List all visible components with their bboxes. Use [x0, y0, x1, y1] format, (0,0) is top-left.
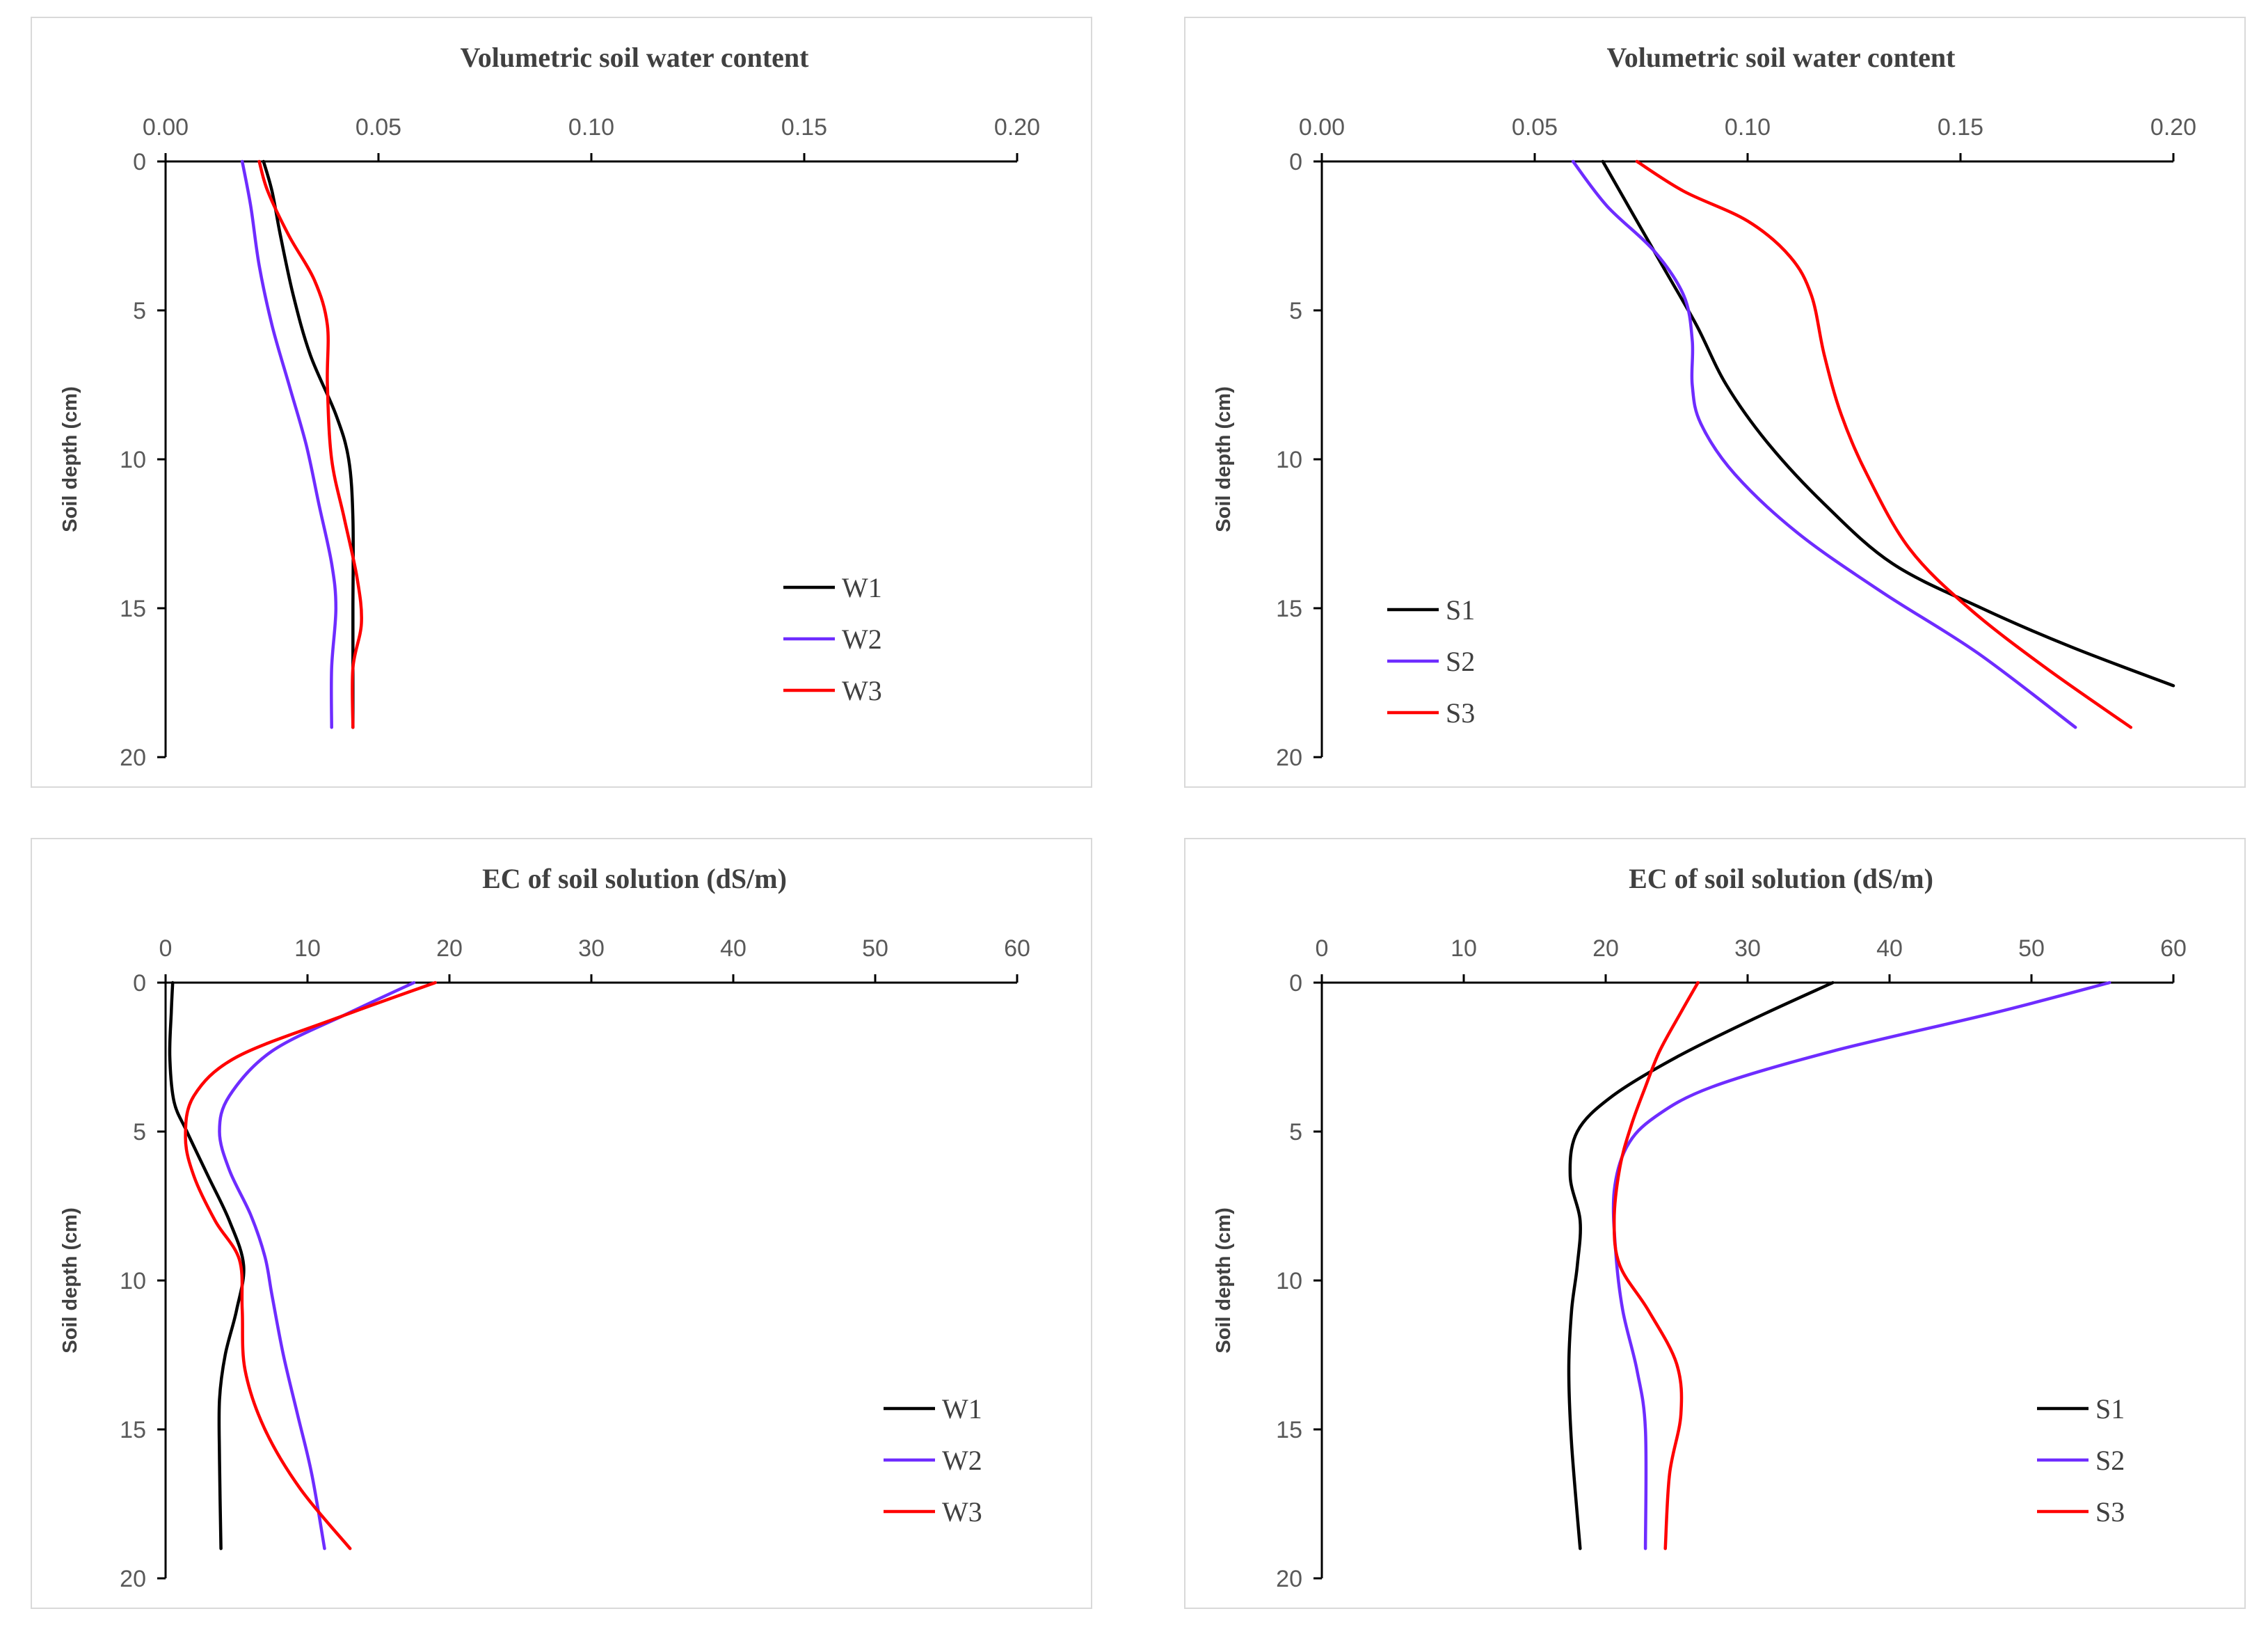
- plot-area: 0 10 20 30 40 50 60 0 5 10 15 20 Soil depth (cm) S1 S2…: [1213, 935, 2187, 1592]
- y-tick-label: 20: [120, 1566, 146, 1592]
- y-tick-label: 15: [1276, 1417, 1302, 1443]
- y-tick-label: 10: [120, 1268, 146, 1294]
- x-tick-label: 60: [1004, 935, 1030, 962]
- chart-panel-water-content-s: Volumetric soil water content 0.00 0.05 0.…: [1184, 17, 2246, 788]
- y-axis-label: Soil depth (cm): [59, 386, 81, 532]
- y-axis-label: Soil depth (cm): [1213, 1207, 1235, 1353]
- y-tick-label: 0: [1289, 149, 1302, 175]
- legend-label-w2: W2: [942, 1445, 982, 1476]
- plot-area: 0.00 0.05 0.10 0.15 0.20 0 5 10 15 20 Soil depth (…: [59, 114, 1040, 771]
- series-line-s1: [1567, 981, 1835, 1550]
- x-tick-label: 20: [436, 935, 463, 962]
- legend-label-s1: S1: [2095, 1393, 2125, 1425]
- x-tick-label: 0.05: [356, 114, 401, 141]
- chart-svg: EC of soil solution (dS/m) 0 10 20 30 40 50 60…: [59, 863, 1030, 1592]
- chart-panel-ec-s: EC of soil solution (dS/m) 0 10 20 30 40 50 60…: [1184, 838, 2246, 1609]
- y-tick-label: 5: [133, 1119, 146, 1145]
- series-line-w1: [262, 159, 355, 729]
- series-line-w3: [257, 159, 363, 729]
- x-tick-label: 60: [2160, 935, 2187, 962]
- legend-label-s1: S1: [1446, 594, 1475, 626]
- chart-title: Volumetric soil water content: [1606, 42, 1956, 73]
- y-tick-label: 0: [1289, 970, 1302, 997]
- x-tick-label: 0.20: [2150, 114, 2196, 141]
- chart-panel-water-content-w: Volumetric soil water content 0.00 0.05 0.…: [31, 17, 1092, 788]
- chart-title: EC of soil solution (dS/m): [482, 863, 787, 894]
- x-tick-label: 0: [159, 935, 173, 962]
- series-line-w3: [184, 981, 437, 1550]
- y-tick-label: 0: [133, 149, 146, 175]
- y-tick-label: 20: [1276, 745, 1302, 771]
- x-tick-label: 10: [1451, 935, 1477, 962]
- plot-area: 0 10 20 30 40 50 60 0 5 10 15 20 Soil depth (cm) W1 W2…: [59, 935, 1030, 1592]
- x-tick-label: 0: [1316, 935, 1329, 962]
- y-tick-label: 20: [120, 745, 146, 771]
- y-tick-label: 15: [120, 596, 146, 622]
- y-tick-label: 15: [120, 1417, 146, 1443]
- x-tick-label: 0.10: [1725, 114, 1771, 141]
- series-line-s3: [1612, 981, 1700, 1550]
- x-tick-label: 40: [1876, 935, 1903, 962]
- chart-svg: EC of soil solution (dS/m) 0 10 20 30 40 50 60…: [1213, 863, 2187, 1592]
- legend-label-w3: W3: [842, 675, 882, 706]
- y-tick-label: 5: [133, 298, 146, 324]
- x-tick-label: 10: [294, 935, 321, 962]
- series-line-s2: [1611, 981, 2111, 1550]
- x-tick-label: 0.00: [1299, 114, 1345, 141]
- x-tick-label: 20: [1592, 935, 1619, 962]
- x-tick-label: 0.15: [781, 114, 827, 141]
- x-tick-label: 0.10: [568, 114, 614, 141]
- chart-title: Volumetric soil water content: [460, 42, 809, 73]
- series-line-s3: [1635, 159, 2133, 729]
- series-line-w2: [240, 159, 338, 729]
- x-tick-label: 30: [1734, 935, 1761, 962]
- x-tick-label: 0.00: [143, 114, 189, 141]
- x-tick-label: 0.20: [994, 114, 1040, 141]
- y-axis-label: Soil depth (cm): [1213, 386, 1235, 532]
- y-tick-label: 10: [120, 447, 146, 473]
- y-axis-label: Soil depth (cm): [59, 1207, 81, 1353]
- series-line-w1: [168, 981, 246, 1550]
- legend-label-w3: W3: [942, 1496, 982, 1528]
- x-tick-label: 50: [862, 935, 888, 962]
- y-tick-label: 5: [1289, 1119, 1302, 1145]
- plot-area: 0.00 0.05 0.10 0.15 0.20 0 5 10 15 20 Soil depth (…: [1213, 114, 2196, 771]
- legend-label-s3: S3: [2095, 1496, 2125, 1528]
- x-tick-label: 50: [2018, 935, 2045, 962]
- y-tick-label: 20: [1276, 1566, 1302, 1592]
- x-tick-label: 0.15: [1938, 114, 1983, 141]
- chart-panel-ec-w: EC of soil solution (dS/m) 0 10 20 30 40 50 60…: [31, 838, 1092, 1609]
- series-line-s2: [1571, 159, 2077, 729]
- legend-label-w2: W2: [842, 624, 882, 655]
- chart-svg: Volumetric soil water content 0.00 0.05 0.…: [59, 42, 1040, 771]
- chart-svg: Volumetric soil water content 0.00 0.05 0.…: [1213, 42, 2196, 771]
- series-line-s1: [1601, 159, 2175, 688]
- y-tick-label: 10: [1276, 1268, 1302, 1294]
- x-tick-label: 30: [578, 935, 605, 962]
- x-tick-label: 40: [720, 935, 746, 962]
- series-line-w2: [218, 981, 416, 1550]
- chart-title: EC of soil solution (dS/m): [1629, 863, 1933, 894]
- y-tick-label: 5: [1289, 298, 1302, 324]
- x-tick-label: 0.05: [1512, 114, 1558, 141]
- legend-label-s2: S2: [2095, 1445, 2125, 1476]
- y-tick-label: 15: [1276, 596, 1302, 622]
- legend-label-s2: S2: [1446, 646, 1475, 677]
- legend-label-s3: S3: [1446, 697, 1475, 729]
- y-tick-label: 10: [1276, 447, 1302, 473]
- legend-label-w1: W1: [942, 1393, 982, 1425]
- legend-label-w1: W1: [842, 572, 882, 603]
- y-tick-label: 0: [133, 970, 146, 997]
